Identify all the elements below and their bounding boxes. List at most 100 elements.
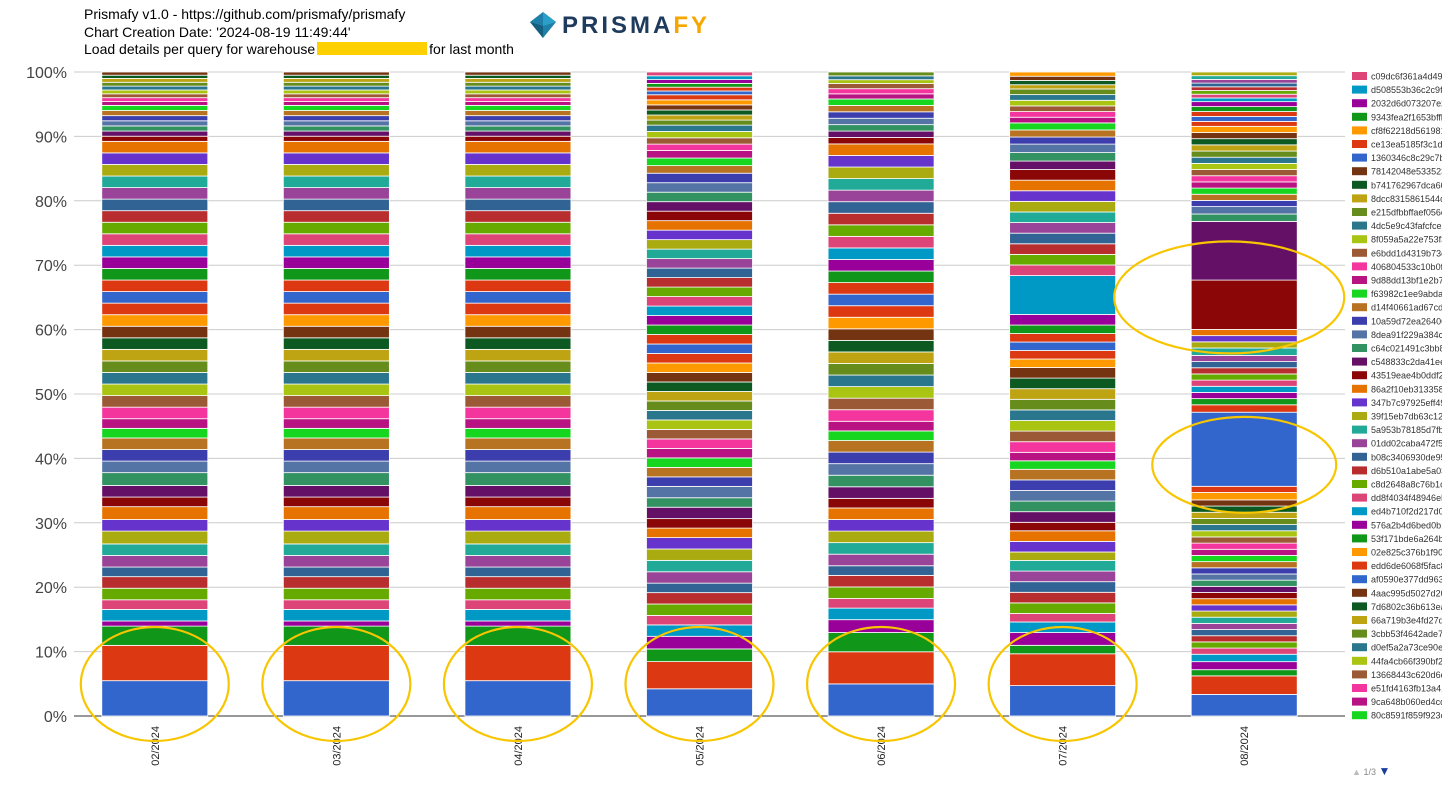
legend-item[interactable]: d6b510a1abe5a03d <box>1352 466 1442 476</box>
bar-segment[interactable] <box>464 314 572 327</box>
bar-segment[interactable] <box>1190 97 1298 103</box>
bar-segment[interactable] <box>1190 373 1298 381</box>
bar-segment[interactable] <box>282 599 390 610</box>
bar-segment[interactable] <box>827 224 935 237</box>
bar-segment[interactable] <box>1009 129 1117 138</box>
legend-item[interactable]: 86a2f10eb31335877 <box>1352 384 1442 394</box>
legend-item[interactable]: c09dc6f361a4d49b0 <box>1352 72 1442 82</box>
legend-item[interactable]: 9343fea2f1653bffb <box>1352 112 1442 122</box>
legend-item[interactable]: 3cbb53f4642ade7c6 <box>1352 629 1442 639</box>
bar-segment[interactable] <box>1009 111 1117 118</box>
bar-segment[interactable] <box>827 79 935 84</box>
bar-segment[interactable] <box>464 418 572 429</box>
bar-segment[interactable] <box>464 104 572 111</box>
bar-segment[interactable] <box>827 71 935 77</box>
bar-segment[interactable] <box>827 497 935 509</box>
bar-segment[interactable] <box>1009 460 1117 470</box>
bar-segment[interactable] <box>464 256 572 269</box>
bar-segment[interactable] <box>101 460 209 474</box>
bar-segment[interactable] <box>101 93 209 99</box>
bar-segment[interactable] <box>464 244 572 258</box>
bar-segment[interactable] <box>101 198 209 212</box>
bar-segment[interactable] <box>1009 71 1117 77</box>
bar-segment[interactable] <box>282 152 390 165</box>
bar-segment[interactable] <box>101 210 209 223</box>
bar-segment[interactable] <box>827 178 935 191</box>
bar-segment[interactable] <box>827 316 935 330</box>
bar-segment[interactable] <box>1009 88 1117 96</box>
bar-segment[interactable] <box>1190 385 1298 393</box>
bar-segment[interactable] <box>464 449 572 462</box>
bar-segment[interactable] <box>464 115 572 122</box>
bar-segment[interactable] <box>1009 377 1117 390</box>
bar-segment[interactable] <box>1009 685 1117 717</box>
bar-segment[interactable] <box>827 83 935 90</box>
legend-item[interactable]: 8f059a5a22e753f3a <box>1352 235 1442 245</box>
bar-segment[interactable] <box>827 104 935 113</box>
bar-segment[interactable] <box>464 233 572 246</box>
bar-segment[interactable] <box>1190 661 1298 671</box>
bar-segment[interactable] <box>646 548 753 561</box>
legend-item[interactable]: 39f15eb7db63c122e <box>1352 412 1442 422</box>
bar-segment[interactable] <box>101 175 209 188</box>
bar-segment[interactable] <box>827 259 935 272</box>
bar-segment[interactable] <box>282 89 390 95</box>
bar-segment[interactable] <box>1190 355 1298 362</box>
bar-segment[interactable] <box>101 130 209 137</box>
bar-segment[interactable] <box>101 620 209 627</box>
bar-segment[interactable] <box>282 140 390 154</box>
bar-segment[interactable] <box>464 680 572 717</box>
bar-segment[interactable] <box>646 220 753 231</box>
bar-segment[interactable] <box>1009 441 1117 453</box>
bar-segment[interactable] <box>464 348 572 362</box>
bar-segment[interactable] <box>1190 585 1298 593</box>
bar-segment[interactable] <box>1190 169 1298 177</box>
legend-item[interactable]: 576a2b4d6bed0b13 <box>1352 520 1442 530</box>
bar-segment[interactable] <box>1190 93 1298 99</box>
bar-segment[interactable] <box>1009 152 1117 162</box>
bar-segment[interactable] <box>646 615 753 626</box>
bar-segment[interactable] <box>1190 647 1298 655</box>
bar-segment[interactable] <box>464 625 572 646</box>
bar-segment[interactable] <box>1190 561 1298 569</box>
bar-segment[interactable] <box>101 337 209 350</box>
bar-segment[interactable] <box>1009 451 1117 462</box>
bar-segment[interactable] <box>1009 324 1117 334</box>
bar-segment[interactable] <box>1009 581 1117 593</box>
bar-segment[interactable] <box>101 314 209 327</box>
bar-segment[interactable] <box>827 374 935 388</box>
bar-segment[interactable] <box>464 325 572 339</box>
bar-segment[interactable] <box>1009 99 1117 107</box>
bar-segment[interactable] <box>282 187 390 200</box>
bar-segment[interactable] <box>827 328 935 341</box>
bar-segment[interactable] <box>101 187 209 200</box>
bar-segment[interactable] <box>282 110 390 117</box>
bar-segment[interactable] <box>827 124 935 132</box>
bar-segment[interactable] <box>282 130 390 137</box>
bar-segment[interactable] <box>464 566 572 578</box>
bar-segment[interactable] <box>646 94 753 101</box>
bar-segment[interactable] <box>101 543 209 556</box>
bar-segment[interactable] <box>1009 591 1117 604</box>
bar-segment[interactable] <box>464 530 572 545</box>
bar-segment[interactable] <box>101 233 209 246</box>
bar-segment[interactable] <box>646 119 753 126</box>
bar-segment[interactable] <box>464 360 572 373</box>
bar-segment[interactable] <box>282 97 390 102</box>
bar-segment[interactable] <box>1009 468 1117 481</box>
bar-segment[interactable] <box>282 210 390 223</box>
bar-segment[interactable] <box>464 519 572 532</box>
bar-segment[interactable] <box>464 496 572 508</box>
bar-segment[interactable] <box>1009 190 1117 202</box>
bar-segment[interactable] <box>464 130 572 137</box>
bar-segment[interactable] <box>646 372 753 383</box>
bar-segment[interactable] <box>646 419 753 430</box>
bar-segment[interactable] <box>282 496 390 508</box>
bar-segment[interactable] <box>282 449 390 462</box>
bar-segment[interactable] <box>827 93 935 100</box>
bar-segment[interactable] <box>646 497 753 508</box>
bar-segment[interactable] <box>282 587 390 601</box>
bar-segment[interactable] <box>101 279 209 292</box>
bar-segment[interactable] <box>282 472 390 486</box>
legend-item[interactable]: 80c8591f859f923c1 <box>1352 711 1442 721</box>
